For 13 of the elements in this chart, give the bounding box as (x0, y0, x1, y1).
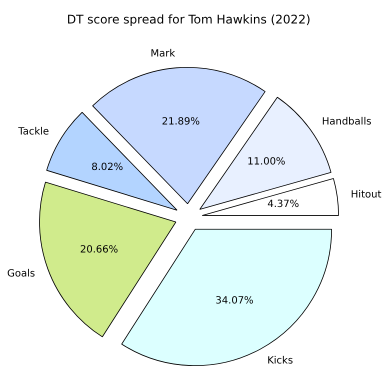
data-label: 11.00% (247, 156, 286, 168)
data-label: 8.02% (91, 162, 124, 174)
data-label: 20.66% (80, 244, 118, 256)
slice-label: Kicks (267, 355, 294, 366)
data-label: 21.89% (162, 116, 200, 128)
slice-label: Hitout (350, 189, 382, 200)
slice-label: Mark (150, 48, 176, 60)
data-label: 34.07% (215, 296, 254, 307)
slice-label: Tackle (17, 126, 50, 138)
slice-label: Handballs (322, 116, 372, 128)
data-label: 4.37% (267, 198, 300, 210)
chart-title: DT score spread for Tom Hawkins (2022) (66, 12, 311, 27)
slice-label: Goals (7, 268, 36, 280)
